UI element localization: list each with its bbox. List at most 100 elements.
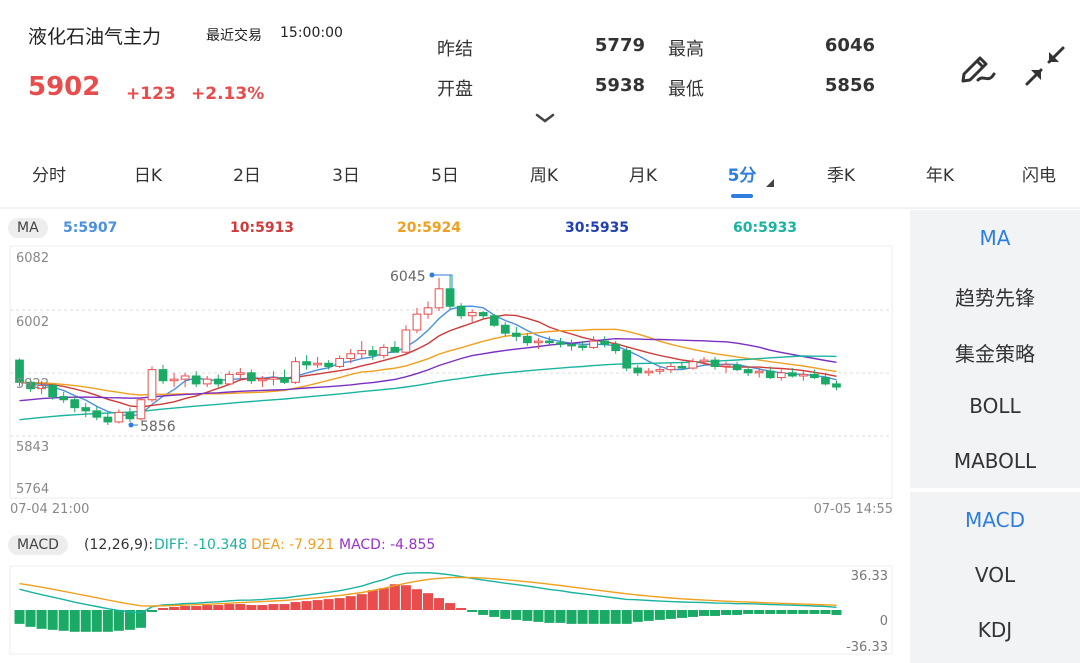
- macd-bar: [676, 610, 687, 618]
- macd-bar: [743, 610, 754, 614]
- macd-bar: [69, 610, 80, 632]
- candle: [776, 369, 786, 381]
- last-price: 5902: [28, 72, 101, 102]
- sidebar-item-kdj[interactable]: KDJ: [977, 618, 1013, 642]
- ma10-value: 10:5913: [230, 220, 295, 236]
- ma-indicator-pill[interactable]: MA: [8, 218, 48, 238]
- macd-bar: [113, 610, 124, 631]
- sidebar-item-macd[interactable]: MACD: [965, 508, 1025, 532]
- tab-fenshi[interactable]: 分时: [32, 166, 66, 186]
- candle: [412, 307, 422, 334]
- candle: [401, 325, 411, 354]
- candle: [48, 383, 58, 400]
- collapse-icon[interactable]: [1023, 44, 1067, 88]
- macd-bar: [47, 610, 58, 630]
- candle: [346, 349, 356, 364]
- tab-5day[interactable]: 5日: [431, 166, 459, 186]
- macd-indicator-pill[interactable]: MACD: [8, 535, 68, 555]
- macd-bar: [169, 607, 180, 610]
- macd-y-top: 36.33: [851, 569, 888, 584]
- macd-bar: [279, 604, 290, 610]
- macd-bar: [389, 584, 400, 610]
- svg-text:5856: 5856: [140, 419, 176, 435]
- macd-bar: [732, 610, 743, 615]
- prev-settle-label: 昨结: [437, 39, 473, 60]
- macd-bar: [334, 598, 345, 610]
- macd-dea-line: [19, 576, 837, 607]
- active-tab-indicator: [731, 194, 753, 198]
- chevron-down-icon[interactable]: [535, 112, 555, 124]
- sidebar-item-strategy[interactable]: 集金策略: [955, 342, 1035, 366]
- macd-bar: [588, 610, 599, 624]
- macd-bar: [400, 585, 411, 610]
- candle: [81, 402, 91, 418]
- macd-bar: [831, 610, 842, 615]
- ma5-line: [19, 305, 837, 417]
- chart-frame: [9, 245, 893, 499]
- candle: [545, 336, 554, 346]
- tab-year-k[interactable]: 年K: [925, 166, 955, 186]
- tab-3day[interactable]: 3日: [332, 166, 360, 186]
- draw-pen-icon[interactable]: [956, 44, 1000, 88]
- macd-bar: [91, 610, 102, 632]
- candle: [500, 322, 510, 337]
- sidebar-item-vol[interactable]: VOL: [974, 563, 1016, 587]
- candle: [522, 333, 532, 346]
- candle: [213, 374, 223, 388]
- candle: [754, 368, 764, 378]
- macd-bar: [323, 599, 334, 610]
- tab-day-k[interactable]: 日K: [133, 166, 163, 186]
- candle: [15, 358, 24, 387]
- candle: [534, 337, 543, 350]
- tab-season-k[interactable]: 季K: [826, 166, 856, 186]
- indicator-sidebar: MA 趋势先锋 集金策略 BOLL MABOLL MACD VOL KDJ: [910, 210, 1080, 663]
- candle: [147, 366, 157, 403]
- macd-bar: [124, 610, 135, 630]
- macd-bar: [135, 610, 146, 628]
- tab-week-k[interactable]: 周K: [529, 166, 559, 186]
- macd-bar: [467, 610, 478, 612]
- candle: [743, 366, 753, 376]
- sidebar-item-trend[interactable]: 趋势先锋: [955, 286, 1035, 310]
- macd-bar: [710, 610, 721, 616]
- candle: [567, 339, 576, 351]
- macd-chart[interactable]: 36.33 0 -36.33: [0, 560, 905, 660]
- macd-dea: DEA: -7.921: [251, 537, 335, 553]
- macd-bar: [345, 596, 356, 610]
- candle: [600, 336, 610, 348]
- macd-bar: [809, 610, 820, 614]
- candlestick-chart[interactable]: 6082 6002 5922 5843 5764 6045 5856 07-04…: [0, 240, 905, 520]
- sidebar-item-boll[interactable]: BOLL: [969, 394, 1021, 418]
- svg-text:6045: 6045: [390, 269, 426, 285]
- candle: [677, 361, 687, 370]
- macd-bar: [224, 604, 235, 610]
- candle: [699, 356, 709, 365]
- ma30-value: 30:5935: [565, 220, 630, 236]
- candle: [666, 363, 676, 373]
- candle: [37, 380, 46, 395]
- candle: [125, 407, 135, 422]
- candle: [511, 326, 521, 342]
- tab-dropdown-icon[interactable]: [765, 178, 775, 188]
- macd-bar: [25, 610, 36, 627]
- candle: [235, 368, 245, 381]
- macd-bar: [301, 601, 312, 610]
- sidebar-item-ma[interactable]: MA: [979, 226, 1011, 250]
- prev-settle-value: 5779: [594, 35, 645, 56]
- candle: [280, 369, 289, 384]
- macd-bar: [566, 610, 577, 624]
- tab-2day[interactable]: 2日: [233, 166, 261, 186]
- tab-flash[interactable]: 闪电: [1022, 166, 1056, 186]
- macd-bar: [14, 610, 25, 624]
- candle: [258, 375, 267, 388]
- tab-5min[interactable]: 5分: [727, 166, 757, 186]
- sidebar-item-maboll[interactable]: MABOLL: [953, 449, 1037, 473]
- candle: [302, 355, 311, 370]
- tab-month-k[interactable]: 月K: [628, 166, 658, 186]
- x-axis-start: 07-04 21:00: [10, 502, 89, 517]
- open-label: 开盘: [437, 79, 473, 100]
- ma20-value: 20:5924: [397, 220, 462, 236]
- candle: [335, 355, 345, 369]
- candle: [688, 358, 698, 370]
- period-tabs: 分时 日K 2日 3日 5日 周K 月K 5分 季K 年K 闪电: [0, 150, 1080, 198]
